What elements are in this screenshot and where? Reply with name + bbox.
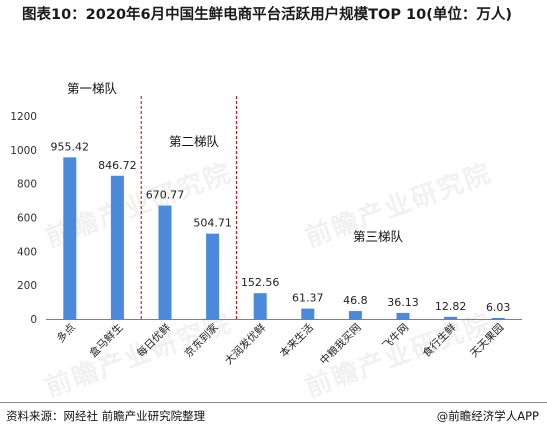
data-label: 36.13 bbox=[387, 296, 419, 309]
bar bbox=[301, 308, 315, 319]
bar bbox=[158, 205, 172, 319]
data-label: 504.71 bbox=[193, 217, 232, 230]
x-tick-label: 每日优鲜 bbox=[134, 321, 173, 360]
bar bbox=[206, 233, 220, 319]
y-tick-label: 1000 bbox=[10, 145, 37, 157]
tier-label: 第一梯队 bbox=[67, 81, 118, 96]
bar bbox=[63, 157, 77, 319]
tier-label: 第二梯队 bbox=[169, 134, 220, 149]
footer-divider bbox=[0, 402, 547, 403]
data-label: 46.8 bbox=[343, 294, 368, 307]
x-tick-label: 大润发优鲜 bbox=[222, 321, 269, 368]
bar bbox=[396, 312, 410, 319]
y-tick-label: 800 bbox=[17, 179, 37, 191]
data-label: 955.42 bbox=[51, 140, 90, 153]
x-tick-label: 飞牛网 bbox=[380, 321, 411, 352]
x-tick-label: 盒马鲜生 bbox=[87, 321, 126, 360]
bar bbox=[444, 316, 458, 319]
bar bbox=[253, 293, 267, 319]
data-label: 846.72 bbox=[98, 159, 137, 172]
x-tick-label: 京东到家 bbox=[182, 321, 221, 360]
y-tick-label: 200 bbox=[17, 280, 37, 292]
x-tick-label: 中粮我买网 bbox=[317, 321, 363, 367]
brand-credit: @前瞻经济学人APP bbox=[436, 409, 539, 423]
source-note: 资料来源：网经社 前瞻产业研究院整理 bbox=[6, 409, 206, 423]
data-label: 12.82 bbox=[435, 300, 467, 313]
x-tick-label: 食行生鲜 bbox=[420, 321, 459, 360]
x-tick-label: 天天果园 bbox=[468, 322, 506, 360]
data-label: 61.37 bbox=[292, 292, 324, 305]
y-tick-label: 1200 bbox=[10, 111, 37, 123]
y-tick-label: 600 bbox=[17, 213, 37, 225]
bar bbox=[348, 311, 362, 319]
x-tick-label: 本来生活 bbox=[277, 321, 316, 360]
y-tick-label: 0 bbox=[30, 314, 37, 326]
bar bbox=[491, 317, 505, 319]
bar bbox=[110, 175, 124, 319]
y-tick-label: 400 bbox=[17, 246, 37, 258]
chart-title: 图表10：2020年6月中国生鲜电商平台活跃用户规模TOP 10(单位：万人) bbox=[22, 7, 512, 23]
data-label: 6.03 bbox=[486, 301, 511, 314]
data-label: 152.56 bbox=[241, 276, 280, 289]
tier-label: 第三梯队 bbox=[353, 229, 404, 244]
x-tick-label: 多点 bbox=[54, 321, 78, 345]
data-label: 670.77 bbox=[146, 189, 185, 202]
